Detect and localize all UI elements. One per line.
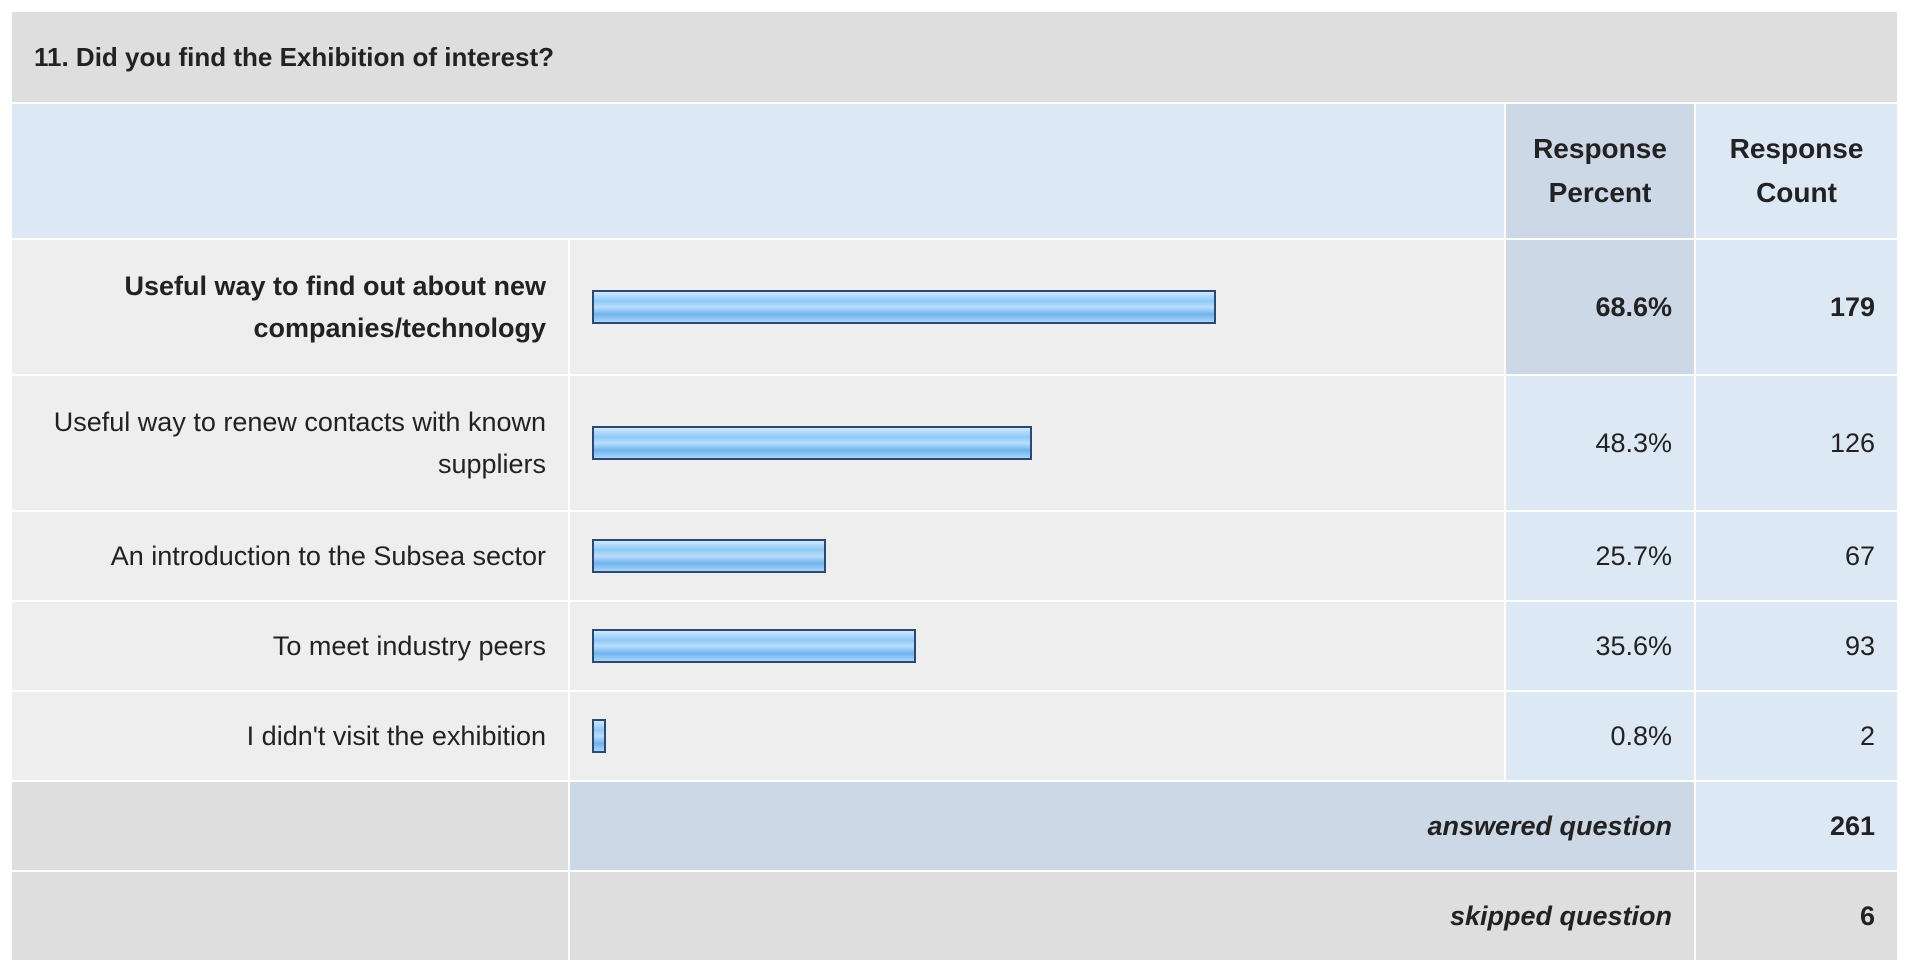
response-count-value: 67 <box>1693 510 1900 602</box>
bar-track <box>568 690 1506 782</box>
bar-mark <box>592 539 826 573</box>
answer-label: I didn't visit the exhibition <box>10 690 570 782</box>
question-title: 11. Did you find the Exhibition of inter… <box>9 10 1900 104</box>
footer-spacer <box>10 780 570 872</box>
header-spacer <box>10 102 1506 240</box>
skipped-question-value: 6 <box>1693 870 1900 962</box>
response-count-header: Response Count <box>1693 102 1900 240</box>
response-percent-value: 35.6% <box>1504 600 1696 692</box>
answer-row: An introduction to the Subsea sector 25.… <box>10 510 1900 602</box>
header-row: Response Percent Response Count <box>10 102 1900 240</box>
answer-row: Useful way to find out about new compani… <box>10 238 1900 376</box>
answer-row: I didn't visit the exhibition 0.8% 2 <box>10 690 1900 782</box>
bar-mark <box>592 426 1032 460</box>
bar-mark <box>592 629 916 663</box>
question-title-row: 11. Did you find the Exhibition of inter… <box>9 10 1900 104</box>
skipped-question-label: skipped question <box>568 870 1696 962</box>
answer-label: To meet industry peers <box>10 600 570 692</box>
response-percent-value: 48.3% <box>1504 374 1696 512</box>
answered-question-value: 261 <box>1693 780 1900 872</box>
bar-track <box>568 600 1506 692</box>
response-percent-value: 25.7% <box>1504 510 1696 602</box>
skipped-row: skipped question 6 <box>10 870 1900 962</box>
answer-label: Useful way to renew contacts with known … <box>10 374 570 512</box>
bar-track <box>568 510 1506 602</box>
survey-results-table: 11. Did you find the Exhibition of inter… <box>9 10 1900 962</box>
response-percent-value: 0.8% <box>1504 690 1696 782</box>
bar-track <box>568 374 1506 512</box>
bar-track <box>568 238 1506 376</box>
answer-row: To meet industry peers 35.6% 93 <box>10 600 1900 692</box>
response-count-value: 179 <box>1693 238 1900 376</box>
response-count-value: 93 <box>1693 600 1900 692</box>
answer-label: Useful way to find out about new compani… <box>10 238 570 376</box>
answered-question-label: answered question <box>568 780 1696 872</box>
answer-label: An introduction to the Subsea sector <box>10 510 570 602</box>
response-percent-value: 68.6% <box>1504 238 1696 376</box>
footer-spacer <box>10 870 570 962</box>
bar-mark <box>592 719 606 753</box>
response-count-value: 2 <box>1693 690 1900 782</box>
bar-mark <box>592 290 1216 324</box>
response-count-value: 126 <box>1693 374 1900 512</box>
answer-row: Useful way to renew contacts with known … <box>10 374 1900 512</box>
response-percent-header: Response Percent <box>1504 102 1696 240</box>
answered-row: answered question 261 <box>10 780 1900 872</box>
